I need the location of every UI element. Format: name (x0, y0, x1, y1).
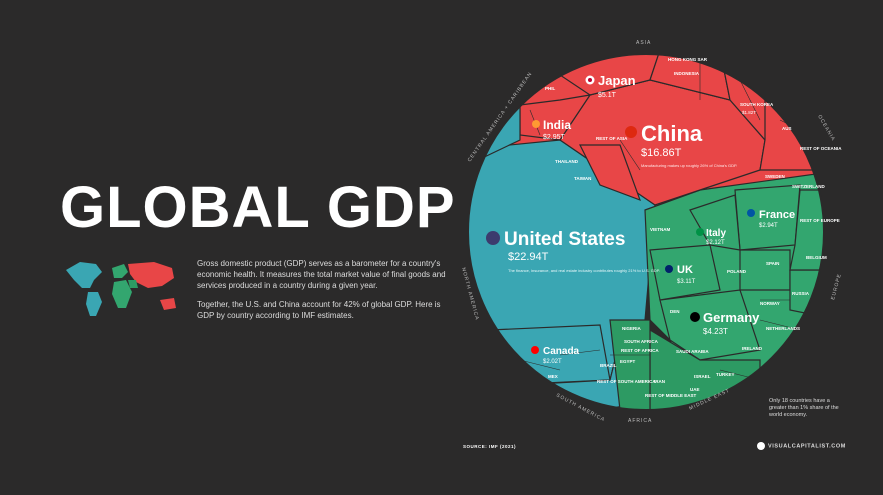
label-china: China (641, 121, 703, 146)
label-mexico: MEX (548, 374, 558, 379)
label-denmark: DEN (670, 309, 680, 314)
label-hong-kong: HONG KONG SAR (668, 57, 708, 62)
label-rest-of-africa: REST OF AFRICA (621, 348, 659, 353)
flag-france-icon (747, 209, 755, 217)
value-canada: $2.02T (543, 359, 562, 365)
visual-capitalist-logo-icon (757, 442, 765, 450)
label-philippines: PHIL (545, 86, 556, 91)
value-japan: $5.1T (598, 92, 617, 99)
value-germany: $4.23T (703, 327, 728, 336)
value-italy: $2.12T (706, 240, 725, 246)
flag-germany-icon (690, 312, 700, 322)
flag-uk-icon (665, 265, 673, 273)
intro-paragraph-1: Gross domestic product (GDP) serves as a… (197, 259, 446, 290)
cell-rest-of-asia (579, 144, 642, 202)
label-region-africa: AFRICA (628, 418, 652, 424)
label-netherlands: NETHERLANDS (766, 326, 800, 331)
flag-us-icon (486, 231, 500, 245)
label-brazil: BRAZIL (600, 363, 617, 368)
source-label: SOURCE: IMF (2021) (463, 444, 517, 449)
label-switzerland: SWITZERLAND (792, 184, 825, 189)
cell-uk (649, 244, 721, 301)
label-italy: Italy (706, 228, 726, 239)
value-south-korea: $1.82T (742, 110, 756, 115)
label-vietnam: VIETNAM (650, 227, 671, 232)
label-south-africa: SOUTH AFRICA (624, 339, 659, 344)
label-russia: RUSSIA (792, 291, 810, 296)
cell-spain (739, 249, 791, 291)
flag-india-icon (532, 120, 540, 128)
label-rest-of-oceania: REST OF OCEANIA (800, 146, 842, 151)
label-japan: Japan (598, 73, 636, 88)
flag-italy-icon (696, 228, 704, 236)
value-china: $16.86T (641, 147, 682, 159)
label-uk: UK (677, 264, 693, 276)
world-map-icon (66, 262, 176, 316)
label-iran: IRAN (654, 379, 665, 384)
label-nigeria: NIGERIA (622, 326, 642, 331)
title-main: GLOBAL GDP (60, 175, 455, 240)
note-us: The finance, insurance, and real estate … (508, 268, 660, 273)
label-rest-of-asia: REST OF ASIA (596, 136, 628, 141)
label-region-europe: EUROPE (830, 273, 843, 301)
label-sweden: SWEDEN (765, 174, 785, 179)
brand-footer[interactable]: VISUALCAPITALIST.COM (757, 442, 846, 450)
label-ireland: IRELAND (742, 346, 763, 351)
label-canada: Canada (543, 346, 580, 357)
intro-paragraph-2: Together, the U.S. and China account for… (197, 300, 441, 320)
label-rest-of-south-america: REST OF SOUTH AMERICA (597, 379, 656, 384)
label-saudi-arabia: SAUDI ARABIA (676, 349, 709, 354)
value-us: $22.94T (508, 251, 549, 263)
value-india: $2.95T (543, 134, 566, 141)
footnote: Only 18 countries have a greater than 1%… (769, 398, 839, 418)
label-uae: UAE (690, 387, 700, 392)
label-spain: SPAIN (766, 261, 779, 266)
label-taiwan: TAIWAN (574, 176, 591, 181)
value-uk: $3.11T (677, 279, 696, 285)
intro-text: Gross domestic product (GDP) serves as a… (197, 258, 455, 329)
label-france: France (759, 209, 795, 221)
label-us: United States (504, 229, 625, 250)
brand-label: VISUALCAPITALIST.COM (768, 443, 846, 450)
label-south-korea: SOUTH KOREA (740, 102, 774, 107)
label-turkey: TURKEY (716, 372, 735, 377)
note-china: Manufacturing makes up roughly 26% of Ch… (641, 163, 737, 168)
label-rest-of-middle-east: REST OF MIDDLE EAST (645, 393, 697, 398)
label-egypt: EGYPT (620, 359, 636, 364)
label-poland: POLAND (727, 269, 747, 274)
source-footer: SOURCE: IMF (2021) (463, 444, 524, 449)
value-france: $2.94T (759, 223, 778, 229)
label-rest-of-europe: REST OF EUROPE (800, 218, 840, 223)
label-india: India (543, 118, 571, 132)
label-germany: Germany (703, 310, 760, 325)
label-norway: NORWAY (760, 301, 780, 306)
label-indonesia: INDONESIA (674, 71, 700, 76)
flag-china-icon (625, 126, 637, 138)
cell-africa (609, 319, 651, 410)
label-israel: ISRAEL (694, 374, 711, 379)
label-region-asia: ASIA (636, 40, 651, 46)
flag-canada-icon (531, 346, 539, 354)
label-australia: AUS (782, 126, 792, 131)
cell-germany (659, 289, 761, 361)
label-thailand: THAILAND (555, 159, 579, 164)
label-belgium: BELGIUM (806, 255, 827, 260)
cell-rest-of-europe (789, 189, 824, 271)
label-region-oceania: OCEANIA (816, 114, 836, 143)
